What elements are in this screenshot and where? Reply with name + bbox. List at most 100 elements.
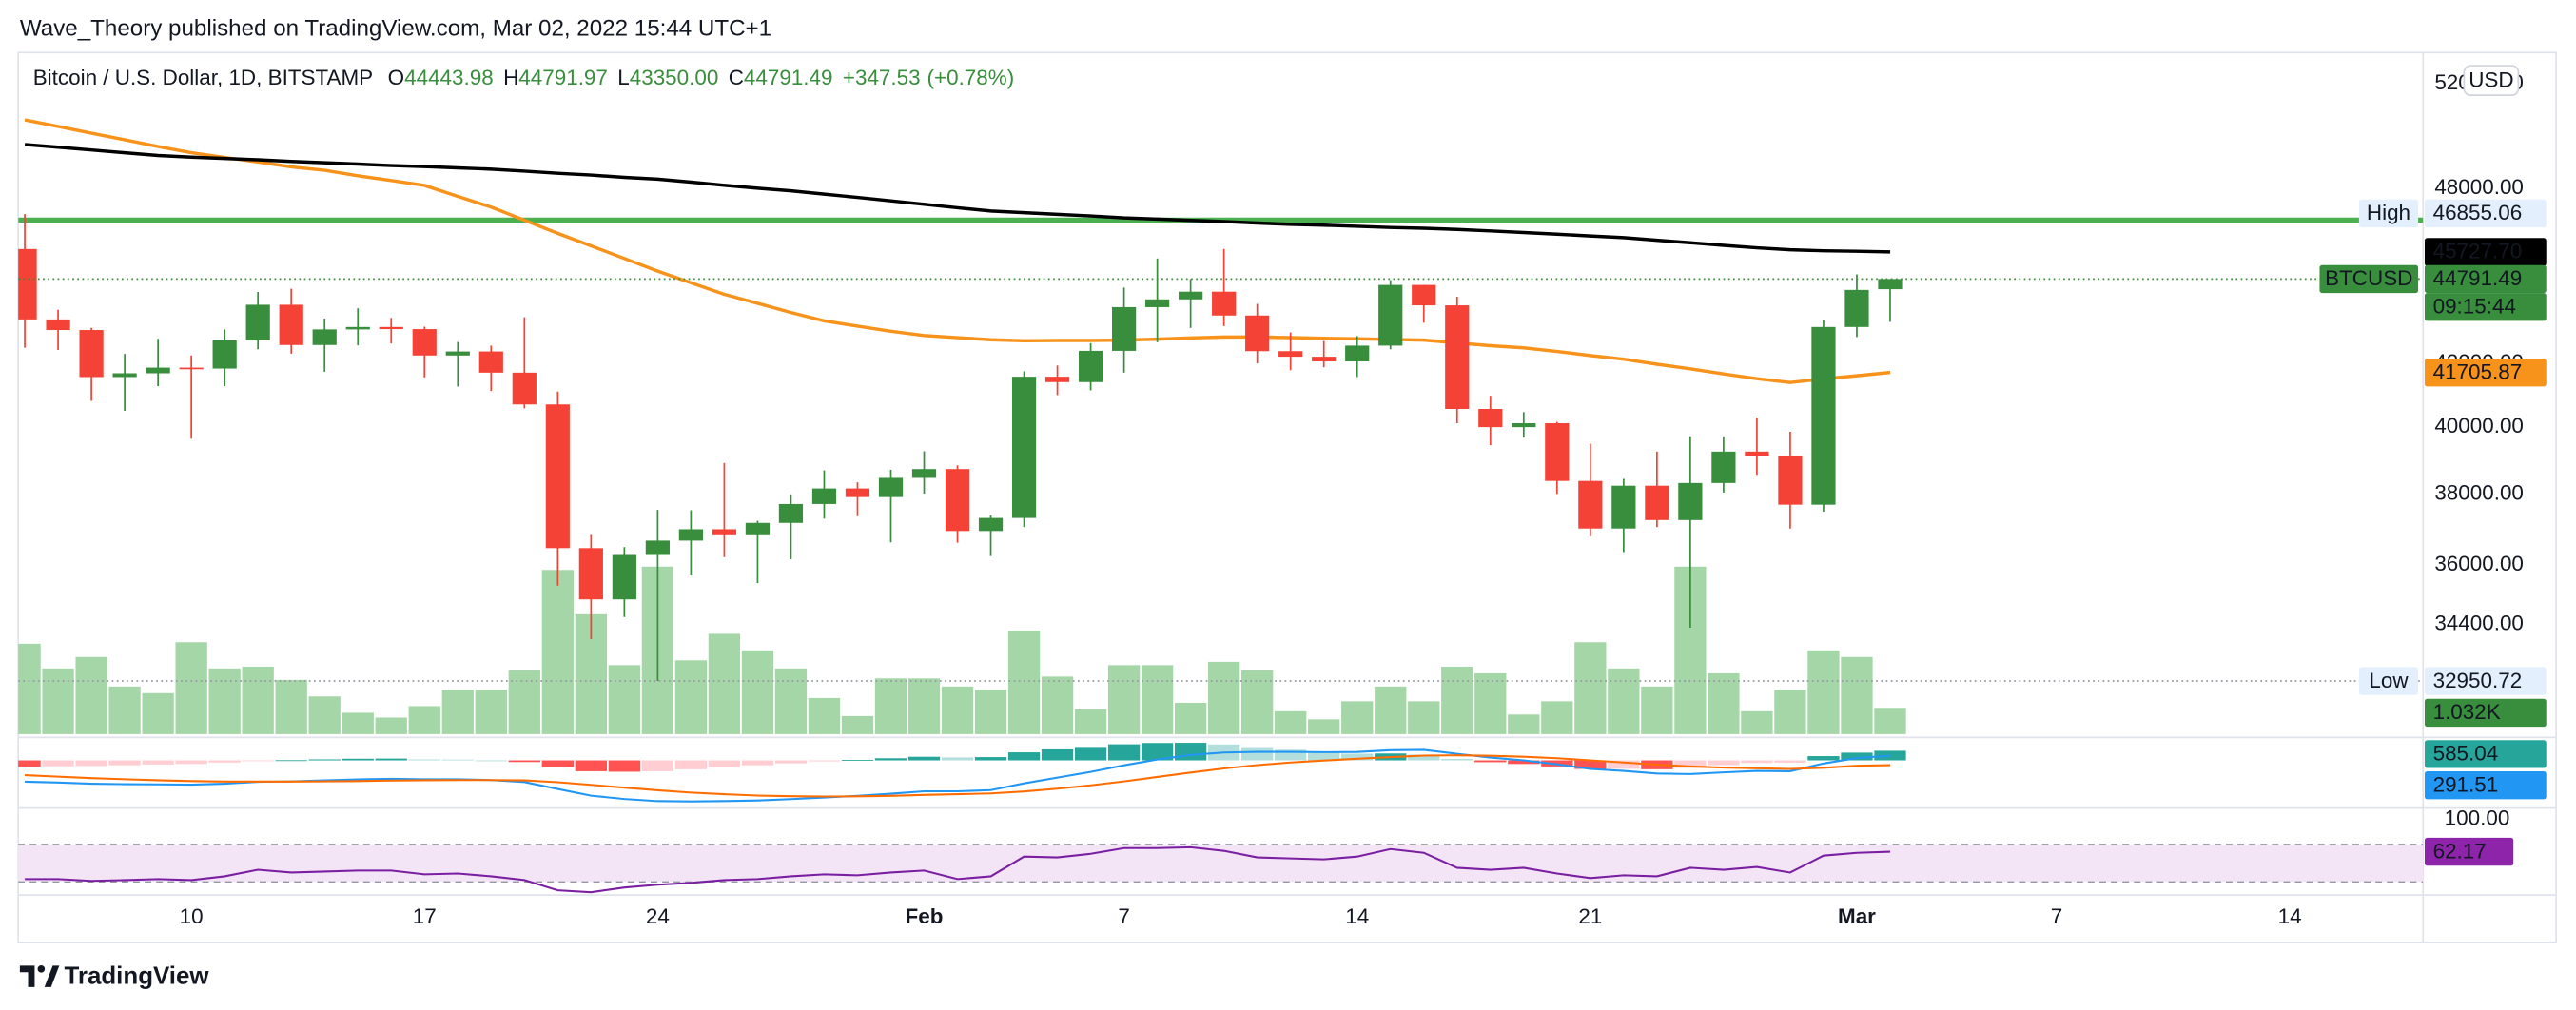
candle-body <box>1111 306 1137 351</box>
candle-body <box>1412 284 1436 306</box>
macd-histogram-value-box <box>2424 740 2547 768</box>
ma-value: 41705.87 <box>2433 359 2523 383</box>
macd-histogram-bar <box>541 760 574 767</box>
volume-bar <box>1708 672 1740 734</box>
macd-histogram-value: 585.04 <box>2433 742 2499 766</box>
volume-bar <box>441 690 474 734</box>
candle-body <box>412 329 437 356</box>
volume-bar <box>75 656 107 734</box>
candle-body <box>745 522 771 535</box>
macd-histogram-bar <box>1508 760 1540 765</box>
candle-body <box>845 488 870 497</box>
candle-body <box>1212 291 1237 316</box>
candle-body <box>712 529 737 535</box>
macd-histogram-bar <box>1107 744 1141 761</box>
axis-layer: 52000.0048000.0042000.0040000.0038000.00… <box>180 65 2547 928</box>
rsi-value: 62.17 <box>2433 839 2487 863</box>
macd-histogram-bar <box>1774 760 1806 763</box>
candle-body <box>1445 305 1470 409</box>
macd-histogram-bar <box>575 760 607 771</box>
candle-body <box>1011 377 1037 518</box>
candle-body <box>512 372 537 405</box>
macd-histogram-bar <box>741 760 774 766</box>
candle-body <box>18 248 37 320</box>
symbol-tag-box <box>2319 264 2419 294</box>
macd-histogram-bar <box>1241 747 1274 761</box>
candle-body <box>578 548 603 600</box>
logo-shape <box>37 965 46 973</box>
candle-body <box>478 351 503 373</box>
candle-body <box>1345 345 1370 362</box>
volume-bar <box>408 706 440 734</box>
currency-label: USD <box>2469 68 2513 91</box>
macd-histogram-bar <box>941 757 974 761</box>
x-tick-label: 17 <box>413 904 437 928</box>
high-value: 46855.06 <box>2433 201 2523 224</box>
volume-bar <box>1641 686 1673 734</box>
candle-body <box>678 529 703 541</box>
volume-bar <box>475 690 507 734</box>
macd-histogram-bar <box>242 760 274 762</box>
volume-bar <box>841 715 874 734</box>
candle-body <box>1545 423 1570 481</box>
macd-histogram-bar <box>42 760 74 767</box>
macd-histogram-bar <box>1841 752 1873 761</box>
candle-body <box>911 469 937 478</box>
volume-bar <box>608 665 641 734</box>
candle-body <box>1145 299 1170 307</box>
legend-change-pct: (+0.78%) <box>927 66 1015 89</box>
volume-bar <box>18 643 41 734</box>
volume-bar <box>242 666 274 734</box>
high-tag-box <box>2358 199 2419 228</box>
y-tick-label: 34400.00 <box>2434 612 2524 635</box>
macd-histogram-bar <box>375 758 407 761</box>
candle-body <box>1678 482 1703 520</box>
high-value-box <box>2424 199 2547 228</box>
macd-histogram-bar <box>508 760 540 763</box>
macd-histogram-bar <box>1041 748 1074 761</box>
volume-bar <box>907 678 941 734</box>
volume-bar <box>1241 670 1274 734</box>
macd-histogram-bar <box>1574 760 1607 769</box>
candle-body <box>245 304 270 340</box>
candle-body <box>1179 291 1203 300</box>
macd-value-box <box>2424 771 2547 800</box>
candle-body <box>179 367 204 370</box>
candle-body <box>1512 423 1536 428</box>
volume-bar <box>1341 701 1374 734</box>
candle-body <box>1811 326 1836 505</box>
volume-bar <box>741 650 774 734</box>
macd-histogram-bar <box>1708 760 1740 766</box>
macd-histogram-bar <box>308 759 341 761</box>
volume-bar <box>1208 661 1240 734</box>
moving-average <box>24 118 1891 384</box>
candle-body <box>345 326 370 330</box>
x-tick-label: 14 <box>2278 904 2302 928</box>
brand-name: TradingView <box>65 962 210 989</box>
ma-value: 45727.70 <box>2433 240 2523 263</box>
macd-histogram-bar <box>1308 751 1340 761</box>
macd-histogram-bar <box>275 760 307 762</box>
logo-shape <box>44 965 60 987</box>
volume-bar <box>375 717 407 734</box>
volume-bar <box>342 712 374 734</box>
volume-bar <box>1774 690 1806 734</box>
candle-body <box>1578 480 1603 529</box>
volume-bar <box>708 633 741 734</box>
legend-value: 44443.98 <box>404 66 494 89</box>
legend-value: 44791.97 <box>518 66 608 89</box>
rsi-layer <box>18 844 2424 894</box>
logo-shape <box>19 965 35 987</box>
macd-histogram-bar <box>75 760 107 767</box>
volume-bar <box>1874 708 1906 734</box>
volume-bar <box>974 690 1007 734</box>
legend-key: O <box>388 66 404 89</box>
ma-value-box <box>2424 238 2547 266</box>
x-tick-label: 7 <box>2051 904 2062 928</box>
volume-bar <box>508 670 540 734</box>
candle-body <box>1745 451 1769 456</box>
candle-body <box>1778 456 1803 505</box>
candle-body <box>645 540 670 555</box>
publisher-line: Wave_Theory published on TradingView.com… <box>20 15 771 41</box>
volume-bar <box>1275 710 1307 734</box>
